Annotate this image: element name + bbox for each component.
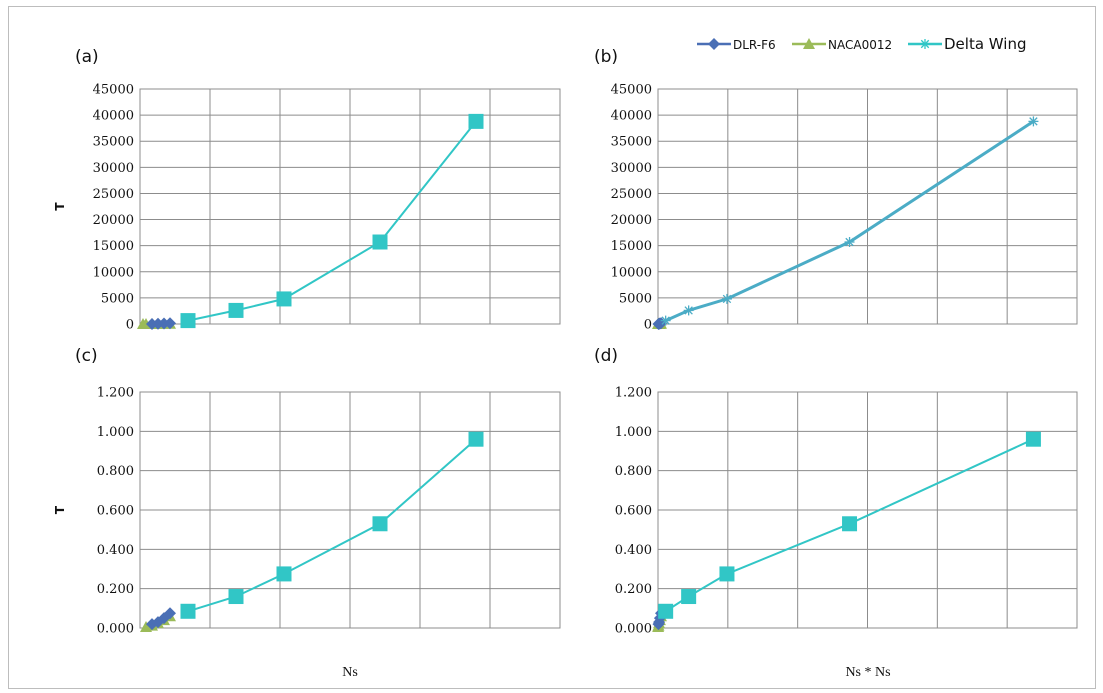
panel-label: (c) xyxy=(75,346,98,366)
data-point xyxy=(180,603,196,619)
series-line xyxy=(187,120,477,322)
y-tick-label: 0.000 xyxy=(97,622,134,637)
series-dlr-f6 xyxy=(146,317,176,330)
chart-panel-d: (d) 0.000 0.200 0.400 0.600 0.800 1.000 1.200 Ns… xyxy=(594,346,1078,680)
chart-panel-b: (b) 0 5000 10000 15000 20000 25000 30000 35000 40… xyxy=(594,47,1078,333)
data-point xyxy=(276,291,292,307)
y-tick-label: 0.600 xyxy=(615,504,652,519)
y-tick-label: 5000 xyxy=(619,291,652,306)
plot-area-border xyxy=(657,88,1078,325)
legend-label: Delta Wing xyxy=(944,35,1027,53)
y-axis-label: T xyxy=(53,202,67,211)
y-tick-label: 15000 xyxy=(611,239,652,254)
data-point xyxy=(180,313,196,329)
legend-marker xyxy=(920,39,930,49)
plot-area-border xyxy=(139,88,561,325)
y-tick-label: 0.800 xyxy=(97,464,134,479)
data-point xyxy=(164,607,176,620)
data-point xyxy=(164,317,176,330)
y-tick-label: 5000 xyxy=(101,291,134,306)
y-tick-label: 0.400 xyxy=(97,543,134,558)
legend-item: NACA0012 xyxy=(792,38,892,52)
y-tick-label: 10000 xyxy=(611,265,652,280)
plot-area-border xyxy=(139,391,561,629)
legend-label: NACA0012 xyxy=(828,38,892,52)
y-tick-label: 0.800 xyxy=(615,464,652,479)
y-tick-label: 30000 xyxy=(611,161,652,176)
series-line xyxy=(187,438,477,613)
data-point xyxy=(228,302,244,318)
data-point xyxy=(468,431,484,447)
data-point xyxy=(468,113,484,129)
legend-item: Delta Wing xyxy=(908,35,1027,53)
y-tick-label: 40000 xyxy=(93,109,134,124)
y-tick-label: 0.600 xyxy=(97,504,134,519)
series-delta-wing xyxy=(658,431,1041,619)
panel-label: (d) xyxy=(594,346,618,366)
panel-label: (b) xyxy=(594,47,618,67)
data-point xyxy=(1028,116,1039,127)
series-delta-wing xyxy=(180,431,484,619)
data-point xyxy=(683,305,694,316)
y-tick-label: 20000 xyxy=(611,213,652,228)
y-tick-label: 0.000 xyxy=(615,622,652,637)
data-point xyxy=(842,516,858,532)
data-point xyxy=(681,589,697,605)
plot-area-border xyxy=(657,391,1078,629)
data-point xyxy=(660,315,671,326)
y-axis-label: T xyxy=(53,505,67,514)
y-tick-label: 30000 xyxy=(93,161,134,176)
y-tick-label: 1.200 xyxy=(615,386,652,401)
data-point xyxy=(658,603,674,619)
series-delta-wing xyxy=(660,116,1039,326)
data-point xyxy=(372,234,388,250)
y-tick-label: 0.200 xyxy=(97,582,134,597)
y-tick-label: 20000 xyxy=(93,213,134,228)
y-tick-label: 1.000 xyxy=(615,425,652,440)
legend-marker xyxy=(803,38,815,49)
y-tick-label: 35000 xyxy=(611,135,652,150)
y-tick-label: 10000 xyxy=(93,265,134,280)
chart-panel-c: (c) 0.000 0.200 0.400 0.600 0.800 1.000 1.200 T N… xyxy=(53,346,561,680)
y-tick-label: 1.200 xyxy=(97,386,134,401)
y-tick-label: 1.000 xyxy=(97,425,134,440)
y-tick-label: 0.200 xyxy=(615,582,652,597)
y-tick-label: 45000 xyxy=(611,83,652,98)
y-tick-label: 25000 xyxy=(93,187,134,202)
data-point xyxy=(844,237,855,248)
legend-item: DLR-F6 xyxy=(697,38,776,52)
series-dlr-f6 xyxy=(146,607,176,631)
y-tick-label: 25000 xyxy=(611,187,652,202)
data-point xyxy=(228,589,244,605)
y-tick-label: 40000 xyxy=(611,109,652,124)
chart-frame xyxy=(8,6,1096,689)
y-tick-label: 0.400 xyxy=(615,543,652,558)
y-tick-label: 45000 xyxy=(93,83,134,98)
x-axis-label: Ns * Ns xyxy=(845,665,890,680)
y-tick-label: 35000 xyxy=(93,135,134,150)
series-delta-wing xyxy=(180,113,484,329)
y-tick-label: 0 xyxy=(126,318,134,333)
y-tick-label: 0 xyxy=(644,318,652,333)
chart-panel-a: (a) 0 5000 10000 15000 20000 25000 30000 35000 40… xyxy=(53,47,561,333)
data-point xyxy=(719,566,735,582)
y-tick-label: 15000 xyxy=(93,239,134,254)
data-point xyxy=(721,293,732,304)
legend-marker xyxy=(708,38,720,50)
series-line xyxy=(665,120,1035,322)
legend-label: DLR-F6 xyxy=(733,38,776,52)
chart-legend: DLR-F6 NACA0012 Delta Wing xyxy=(697,35,1027,53)
data-point xyxy=(1025,431,1041,447)
panel-label: (a) xyxy=(75,47,99,67)
data-point xyxy=(372,516,388,532)
data-point xyxy=(276,566,292,582)
x-axis-label: Ns xyxy=(342,665,358,680)
